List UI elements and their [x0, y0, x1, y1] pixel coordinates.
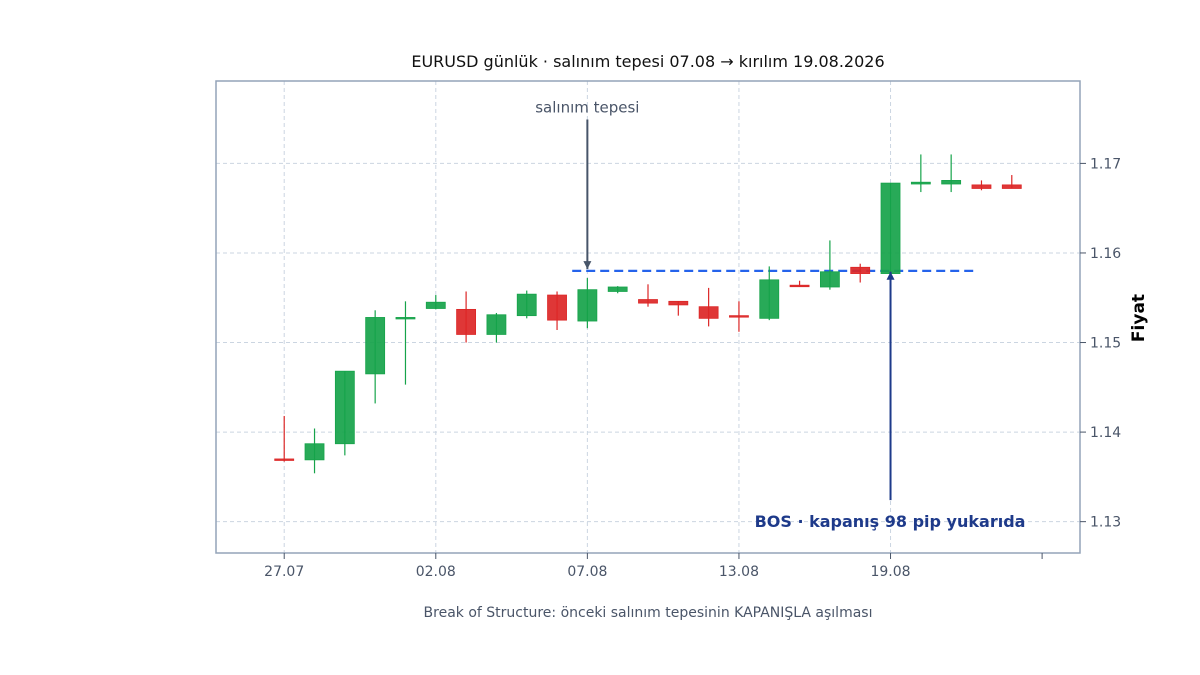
candle-body: [365, 317, 386, 375]
candle-body: [304, 443, 325, 461]
grid-lines: [216, 81, 1080, 553]
candle-body: [819, 271, 840, 288]
candle-down: [547, 291, 567, 330]
annotations: salınım tepesi BOS · kapanış 98 pip yukar…: [535, 99, 1025, 532]
candle-body: [971, 184, 992, 189]
candle-up: [395, 301, 416, 385]
y-axis: 1.13 1.14 1.15 1.16 1.17: [1080, 156, 1121, 531]
y-tick-label: 1.17: [1090, 156, 1121, 172]
candle-down: [789, 280, 810, 288]
candle-body: [607, 286, 628, 292]
candle-down: [1001, 175, 1022, 189]
candle-body: [577, 289, 598, 322]
candle-body: [941, 180, 962, 185]
x-tick-label: 19.08: [870, 564, 910, 580]
candle-body: [698, 306, 719, 319]
candle-body: [395, 317, 416, 320]
candle-down: [668, 300, 689, 316]
bos-annotation-label: BOS · kapanış 98 pip yukarıda: [755, 512, 1026, 531]
y-tick-label: 1.13: [1090, 515, 1121, 531]
candle-up: [304, 428, 325, 474]
candle-down: [971, 180, 992, 191]
candle-body: [668, 300, 689, 306]
x-tick-label: 07.08: [567, 564, 607, 580]
candle-body: [880, 182, 901, 274]
x-axis: 27.07 02.08 07.08 13.08 19.08: [264, 553, 1043, 580]
candle-body: [516, 293, 537, 317]
y-axis-label: Fiyat: [1129, 294, 1149, 342]
candle-body: [789, 284, 810, 288]
candle-body: [910, 181, 931, 185]
candle-up: [759, 266, 780, 321]
candle-up: [365, 310, 386, 404]
candle-up: [577, 278, 598, 329]
candle-up: [910, 154, 931, 193]
y-tick-label: 1.15: [1090, 336, 1121, 352]
candle-body: [729, 315, 749, 318]
candle-down: [456, 291, 477, 343]
candle-body: [425, 301, 446, 309]
candle-up: [941, 154, 962, 193]
candle-body: [456, 308, 477, 335]
candle-body: [759, 279, 780, 319]
candle-up: [607, 286, 628, 294]
x-tick-label: 02.08: [416, 564, 456, 580]
candle-up: [516, 290, 537, 319]
candle-down: [850, 263, 871, 283]
chart-subtitle: Break of Structure: önceki salınım tepes…: [424, 605, 873, 621]
x-tick-label: 27.07: [264, 564, 304, 580]
candle-body: [547, 294, 567, 321]
candle-up: [425, 295, 446, 310]
candle-body: [638, 299, 658, 304]
candle-up: [486, 312, 507, 343]
candle-up: [334, 370, 355, 456]
candle-body: [486, 314, 507, 335]
plot-frame: [215, 80, 1081, 554]
candle-body: [850, 266, 871, 274]
candle-down: [729, 301, 749, 332]
candle-down: [274, 415, 295, 462]
x-tick-label: 13.08: [719, 564, 759, 580]
candle-body: [274, 458, 295, 461]
chart-title: EURUSD günlük · salınım tepesi 07.08 → k…: [411, 52, 884, 71]
y-tick-label: 1.16: [1090, 246, 1121, 262]
candle-up: [880, 182, 901, 275]
candle-body: [1001, 184, 1022, 189]
candle-down: [638, 284, 658, 307]
candle-up: [819, 240, 840, 290]
candle-body: [334, 370, 355, 445]
candles: [274, 154, 1022, 474]
y-tick-label: 1.14: [1090, 425, 1121, 441]
candle-down: [698, 287, 719, 327]
swing-high-annotation-label: salınım tepesi: [535, 99, 639, 117]
